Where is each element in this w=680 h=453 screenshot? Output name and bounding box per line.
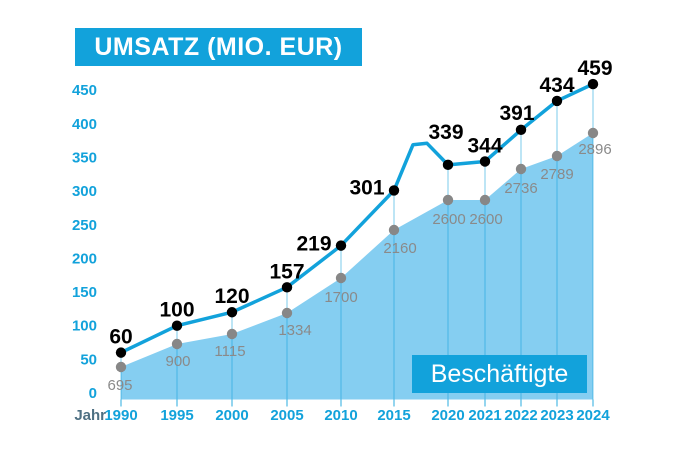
umsatz-point bbox=[587, 78, 599, 90]
x-axis-label: 2022 bbox=[504, 407, 537, 424]
y-axis-label: 150 bbox=[72, 284, 97, 301]
employees-point bbox=[335, 272, 347, 284]
x-axis-title: Jahr bbox=[74, 407, 106, 424]
umsatz-point bbox=[388, 185, 400, 196]
employees-point bbox=[515, 163, 527, 175]
employees-value-label: 695 bbox=[107, 377, 132, 394]
employees-point bbox=[388, 224, 400, 236]
y-axis-label: 50 bbox=[80, 351, 97, 368]
umsatz-value-label: 339 bbox=[428, 121, 463, 144]
employees-value-label: 1115 bbox=[214, 343, 245, 360]
employees-value-label: 2600 bbox=[469, 211, 502, 228]
x-axis-label: 2010 bbox=[324, 407, 357, 424]
umsatz-value-label: 219 bbox=[296, 233, 331, 256]
employees-value-label: 900 bbox=[165, 353, 190, 370]
umsatz-value-label: 301 bbox=[349, 176, 384, 199]
x-axis-label: 2021 bbox=[468, 407, 501, 424]
employees-value-label: 2736 bbox=[504, 180, 537, 197]
umsatz-point bbox=[115, 347, 127, 358]
area-series-label: Beschäftigte bbox=[412, 355, 587, 393]
umsatz-value-label: 60 bbox=[109, 326, 132, 349]
employees-area bbox=[121, 133, 593, 400]
umsatz-value-label: 459 bbox=[577, 57, 612, 80]
umsatz-value-label: 434 bbox=[539, 74, 574, 97]
umsatz-point bbox=[281, 282, 293, 293]
x-axis-label: 2023 bbox=[540, 407, 573, 424]
employees-point bbox=[442, 194, 454, 206]
umsatz-value-label: 391 bbox=[499, 102, 534, 125]
employees-value-label: 2789 bbox=[540, 166, 573, 183]
umsatz-value-label: 100 bbox=[159, 299, 194, 322]
employees-point bbox=[587, 127, 599, 139]
y-axis-label: 200 bbox=[72, 250, 97, 267]
employees-value-label: 1700 bbox=[324, 289, 357, 306]
x-axis-label: 2015 bbox=[377, 407, 410, 424]
x-axis-label: 2000 bbox=[215, 407, 248, 424]
employees-value-label: 1334 bbox=[278, 322, 311, 339]
x-axis-label: 1990 bbox=[104, 407, 137, 424]
umsatz-point bbox=[171, 320, 183, 331]
x-axis-label: 1995 bbox=[160, 407, 193, 424]
y-axis-label: 450 bbox=[72, 82, 97, 99]
x-axis-label: 2005 bbox=[270, 407, 303, 424]
employees-point bbox=[551, 150, 563, 162]
y-axis-label: 250 bbox=[72, 217, 97, 234]
umsatz-point bbox=[479, 156, 491, 167]
employees-point bbox=[226, 328, 238, 340]
y-axis-label: 0 bbox=[89, 385, 97, 402]
employees-value-label: 2160 bbox=[383, 240, 416, 257]
employees-point bbox=[171, 338, 183, 350]
y-axis-label: 400 bbox=[72, 116, 97, 133]
x-axis-label: 2024 bbox=[576, 407, 610, 424]
umsatz-value-label: 157 bbox=[269, 260, 304, 283]
umsatz-point bbox=[226, 307, 238, 318]
employees-point bbox=[115, 361, 127, 373]
umsatz-point bbox=[551, 95, 563, 107]
umsatz-value-label: 344 bbox=[467, 134, 502, 157]
y-axis-label: 300 bbox=[72, 183, 97, 200]
umsatz-value-label: 120 bbox=[214, 285, 249, 308]
x-axis-label: 2020 bbox=[431, 407, 464, 424]
employees-value-label: 2600 bbox=[432, 211, 465, 228]
y-axis-label: 350 bbox=[72, 149, 97, 166]
employees-point bbox=[281, 307, 293, 319]
chart-title: UMSATZ (MIO. EUR) bbox=[75, 28, 362, 66]
employees-point bbox=[479, 194, 491, 206]
umsatz-point bbox=[335, 240, 347, 251]
umsatz-point bbox=[442, 159, 454, 171]
umsatz-point bbox=[515, 124, 527, 136]
y-axis-label: 100 bbox=[72, 318, 97, 335]
employees-value-label: 2896 bbox=[578, 141, 611, 158]
